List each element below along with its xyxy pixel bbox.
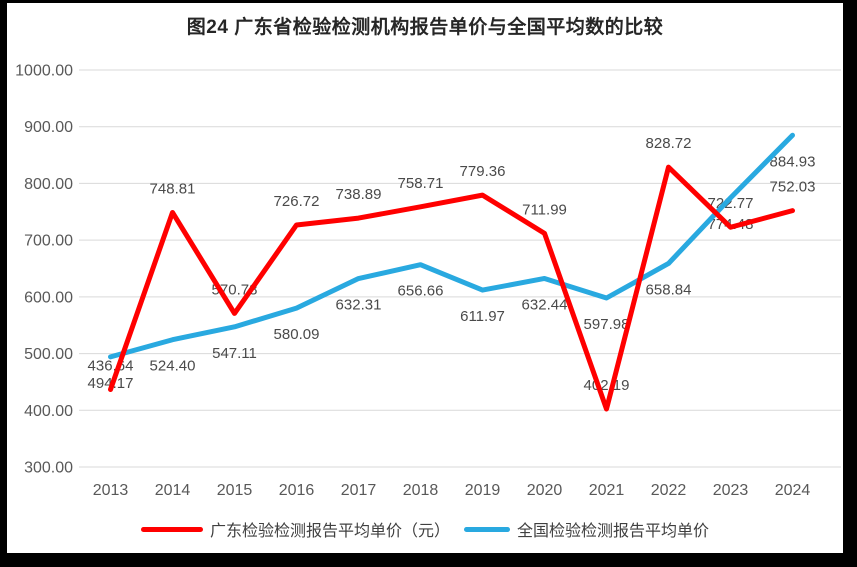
- legend-item-national: 全国检验检测报告平均单价: [464, 517, 709, 541]
- legend-label-guangdong: 广东检验检测报告平均单价（元）: [209, 523, 450, 540]
- line-chart: 1000.00 900.00 800.00 700.00 600.00 500.00 400…: [15, 63, 841, 499]
- data-label: 884.93: [770, 153, 816, 170]
- data-label: 632.44: [522, 296, 568, 313]
- y-axis-tick-label: 600.00: [24, 289, 73, 306]
- data-label: 752.03: [770, 179, 816, 196]
- chart-canvas: 图24 广东省检验检测机构报告单价与全国平均数的比较 1000.00 900.00…: [7, 3, 843, 553]
- chart-title: 图24 广东省检验检测机构报告单价与全国平均数的比较: [186, 17, 664, 38]
- data-label: 524.40: [150, 358, 196, 375]
- x-axis-tick-label: 2022: [651, 482, 687, 499]
- legend-label-national: 全国检验检测报告平均单价: [517, 523, 710, 540]
- data-label: 436.64: [88, 358, 134, 375]
- data-label: 738.89: [336, 186, 382, 203]
- x-axis-tick-label: 2020: [527, 482, 563, 499]
- y-axis-tick-label: 300.00: [24, 460, 73, 477]
- y-axis-tick-label: 500.00: [24, 346, 73, 363]
- data-label: 611.97: [460, 308, 505, 325]
- y-axis-tick-label: 800.00: [24, 176, 73, 193]
- y-axis-tick-label: 700.00: [24, 233, 73, 250]
- x-axis-tick-label: 2024: [775, 482, 811, 499]
- y-axis-tick-label: 400.00: [24, 403, 73, 420]
- x-axis-tick-label: 2023: [713, 482, 749, 499]
- legend-swatch-guangdong: [140, 526, 203, 532]
- y-axis-tick-label: 1000.00: [15, 63, 73, 80]
- x-axis-tick-label: 2013: [93, 482, 129, 499]
- data-label: 656.66: [398, 283, 444, 300]
- series-line-national: [108, 132, 795, 360]
- data-label: 726.72: [274, 193, 320, 210]
- data-label: 711.99: [522, 201, 567, 218]
- y-axis-tick-label: 900.00: [24, 119, 73, 136]
- data-label: 632.31: [336, 297, 382, 314]
- series-line-guangdong: [108, 164, 795, 412]
- data-label: 758.71: [398, 175, 444, 192]
- data-label: 779.36: [460, 163, 506, 180]
- x-axis-tick-label: 2019: [465, 482, 501, 499]
- data-label: 597.98: [584, 316, 630, 333]
- x-axis-tick-label: 2014: [155, 482, 191, 499]
- data-label: 828.72: [646, 135, 692, 152]
- data-label: 402.19: [584, 377, 630, 394]
- data-label: 748.81: [150, 180, 196, 197]
- x-axis-tick-label: 2015: [217, 482, 253, 499]
- legend-item-guangdong: 广东检验检测报告平均单价（元）: [140, 517, 450, 541]
- x-axis-tick-label: 2018: [403, 482, 439, 499]
- x-axis-tick-label: 2021: [589, 482, 625, 499]
- x-axis-tick-label: 2017: [341, 482, 377, 499]
- x-axis-tick-label: 2016: [279, 482, 315, 499]
- chart-legend: 广东检验检测报告平均单价（元） 全国检验检测报告平均单价: [7, 517, 843, 541]
- data-label: 580.09: [274, 326, 320, 343]
- legend-swatch-national: [464, 526, 510, 532]
- data-label: 658.84: [646, 281, 692, 298]
- data-label: 547.11: [212, 345, 257, 362]
